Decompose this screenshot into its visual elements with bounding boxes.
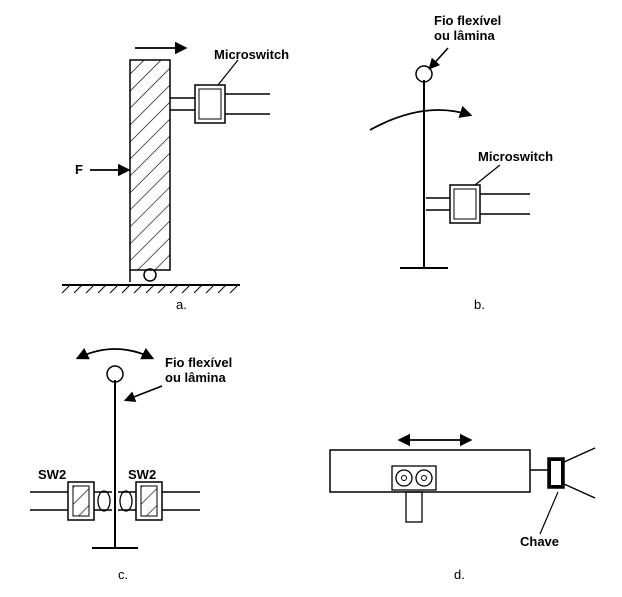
- caption-c: c.: [118, 567, 128, 582]
- panel-a: [62, 48, 270, 293]
- label-microswitch-b: Microswitch: [478, 150, 553, 165]
- switch-sw2-right: [118, 482, 200, 520]
- label-fio-c: Fio flexível ou lâmina: [165, 356, 232, 386]
- caption-b: b.: [474, 297, 485, 312]
- label-sw2-left: SW2: [38, 468, 66, 483]
- caption-a: a.: [176, 297, 187, 312]
- switch-sw2-left: [30, 482, 112, 520]
- label-force-f: F: [75, 163, 83, 178]
- label-chave: Chave: [520, 535, 559, 550]
- diagram-canvas: [0, 0, 622, 597]
- chave-switch: [530, 448, 595, 498]
- caption-d: d.: [454, 567, 465, 582]
- microswitch-a: [170, 85, 270, 123]
- microswitch-b: [426, 185, 530, 223]
- label-fio-b: Fio flexível ou lâmina: [434, 14, 501, 44]
- panel-d: [330, 440, 595, 534]
- label-sw2-right: SW2: [128, 468, 156, 483]
- label-microswitch-a: Microswitch: [214, 48, 289, 63]
